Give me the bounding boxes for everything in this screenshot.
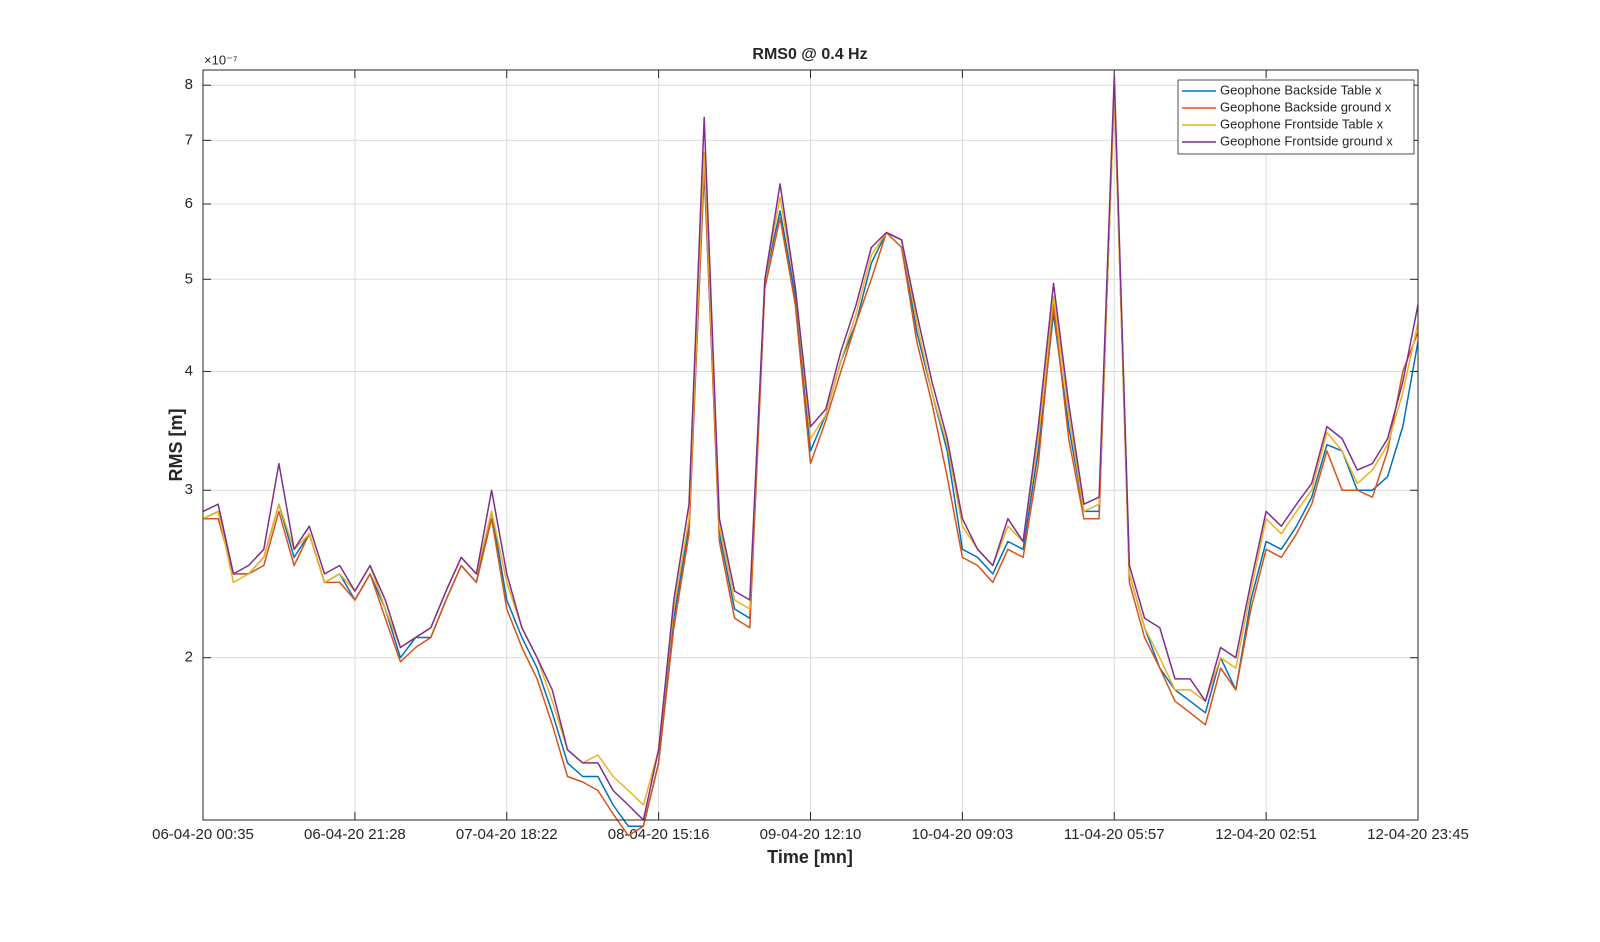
legend-label: Geophone Frontside ground x: [1220, 133, 1393, 148]
x-tick-label: 11-04-20 05:57: [1064, 826, 1165, 843]
legend-box: [1177, 79, 1415, 155]
x-axis-label: Time [mn]: [767, 847, 853, 867]
y-axis-label: RMS [m]: [166, 409, 186, 482]
grid: 2 3 4 5 6 7 8 06-04-20 00:35 06-04-20 21:28 07-04…: [152, 70, 1469, 843]
legend-label: Geophone Frontside Table x: [1220, 116, 1384, 131]
series-line: [202, 74, 1419, 821]
y-tick-label: 3: [185, 481, 193, 498]
y-tick-label: 8: [185, 76, 193, 93]
x-tick-label: 08-04-20 15:16: [608, 826, 710, 843]
x-tick-label: 09-04-20 12:10: [760, 826, 862, 843]
legend: Geophone Backside Table x Geophone Backsi…: [1177, 79, 1415, 155]
x-tick-label: 12-04-20 02:51: [1215, 826, 1317, 843]
series-line: [202, 89, 1419, 827]
legend-label: Geophone Backside Table x: [1220, 82, 1382, 97]
series-line: [203, 84, 1419, 837]
y-tick-label: 2: [185, 649, 193, 666]
x-tick-label: 07-04-20 18:22: [456, 826, 558, 843]
y-tick-label: 6: [185, 195, 193, 212]
plot-area: [202, 74, 1419, 837]
axes-box: [202, 69, 1419, 821]
chart-title: RMS0 @ 0.4 Hz: [752, 46, 867, 63]
x-tick-label: 06-04-20 21:28: [304, 826, 406, 843]
y-tick-label: 5: [185, 270, 193, 287]
y-tick-label: 7: [185, 131, 193, 148]
y-tick-label: 4: [185, 362, 193, 379]
x-tick-label: 12-04-20 23:45: [1367, 826, 1469, 843]
legend-label: Geophone Backside ground x: [1220, 99, 1392, 114]
y-exponent: ×10⁻⁷: [204, 52, 238, 67]
x-tick-label: 10-04-20 09:03: [912, 826, 1014, 843]
x-tick-label: 06-04-20 00:35: [152, 826, 254, 843]
